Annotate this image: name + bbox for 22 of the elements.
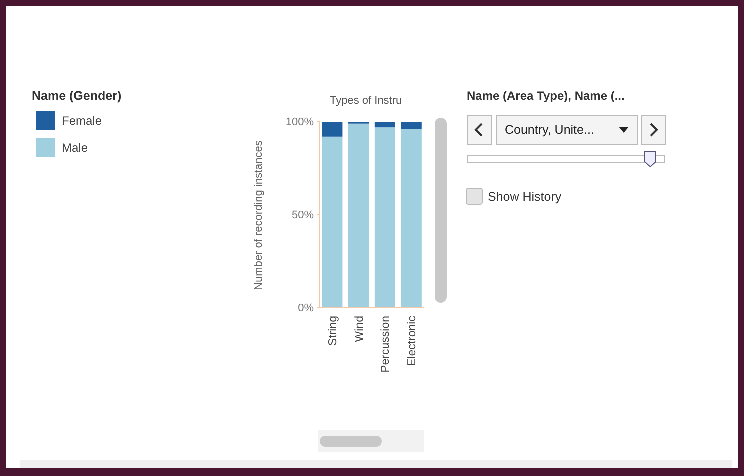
bar [348,124,370,308]
y-axis-title: Number of recording instances [253,140,265,290]
bar [374,128,396,308]
legend-title: Name (Gender) [32,89,122,103]
x-tick-label: Wind [354,316,366,342]
y-tick-label: 0% [298,302,314,315]
y-tick-label: 50% [292,210,314,222]
legend-label: Female [62,114,102,128]
x-tick-label: Percussion [380,316,392,373]
bar [374,122,396,128]
y-tick-label: 100% [286,116,314,129]
x-tick-label: Electronic [406,316,419,366]
bar [401,122,422,130]
bar [322,136,343,308]
x-tick-label: String [327,316,340,346]
text: Name (Area Type), Name (... [467,89,625,103]
chart-title: Types of Instru [330,95,402,107]
dropdown-field: Country, Unite... [496,115,638,145]
bar [401,129,422,308]
text: Show History [488,190,562,204]
legend-label: Male [62,141,88,155]
bar [322,122,343,137]
